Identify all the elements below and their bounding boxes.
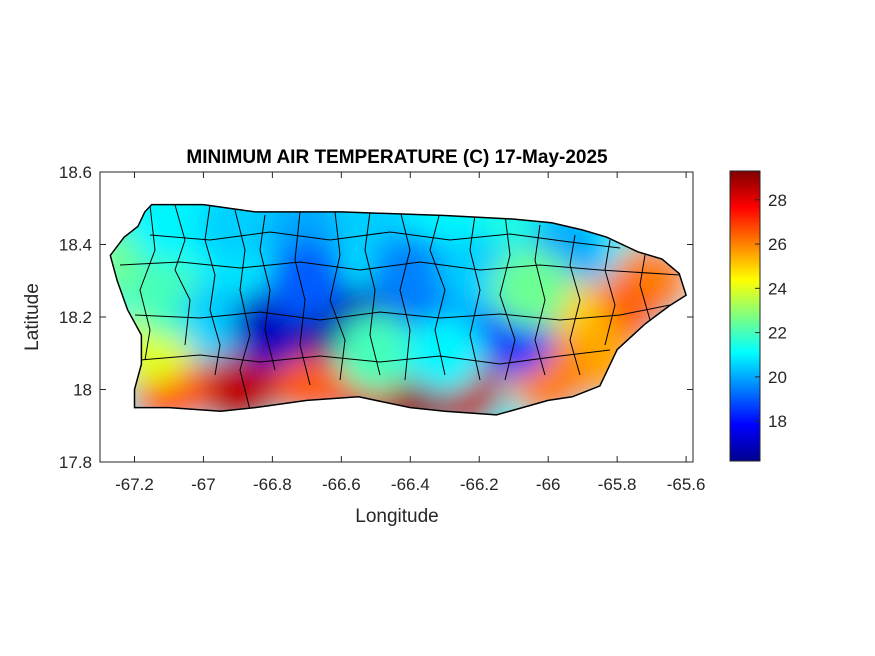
y-tick-label: 17.8 <box>59 453 92 472</box>
x-tick-label: -66.6 <box>322 475 361 494</box>
y-tick-label: 18.4 <box>59 236 92 255</box>
island-outline <box>109 203 687 416</box>
y-axis-ticks: 17.8 18 18.2 18.4 18.6 <box>59 163 693 472</box>
colorbar-tick-label: 26 <box>768 235 787 254</box>
x-tick-label: -66.2 <box>460 475 499 494</box>
x-tick-label: -65.8 <box>598 475 637 494</box>
x-tick-label: -67 <box>191 475 216 494</box>
colorbar-tick-label: 20 <box>768 368 787 387</box>
temperature-sample <box>404 313 485 394</box>
temperature-sample <box>335 313 416 394</box>
colorbar-tick-label: 22 <box>768 324 787 343</box>
municipal-boundaries <box>119 204 681 411</box>
y-tick-label: 18.6 <box>59 163 92 182</box>
x-tick-label: -66.8 <box>253 475 292 494</box>
x-axis-ticks: -67.2 -67 -66.8 -66.6 -66.4 -66.2 -66 -65.8 -65.… <box>115 172 705 494</box>
colorbar-tick-label: 18 <box>768 412 787 431</box>
y-tick-label: 18.2 <box>59 308 92 327</box>
x-tick-label: -66 <box>536 475 561 494</box>
temperature-sample <box>490 248 571 328</box>
x-tick-label: -67.2 <box>115 475 154 494</box>
x-tick-label: -65.6 <box>667 475 706 494</box>
x-axis-label: Longitude <box>355 506 438 527</box>
temperature-sample <box>370 233 451 314</box>
y-axis-label: Latitude <box>22 283 43 351</box>
y-tick-label: 18 <box>73 381 92 400</box>
temperature-sample <box>266 240 347 321</box>
colorbar-tick-label: 28 <box>768 191 787 210</box>
colorbar <box>729 170 761 462</box>
colorbar-tick-label: 24 <box>768 279 787 298</box>
x-tick-label: -66.4 <box>391 475 430 494</box>
colorbar-ticks: 18 20 22 24 26 28 <box>755 191 787 431</box>
chart-title: MINIMUM AIR TEMPERATURE (C) 17-May-2025 <box>186 147 608 168</box>
